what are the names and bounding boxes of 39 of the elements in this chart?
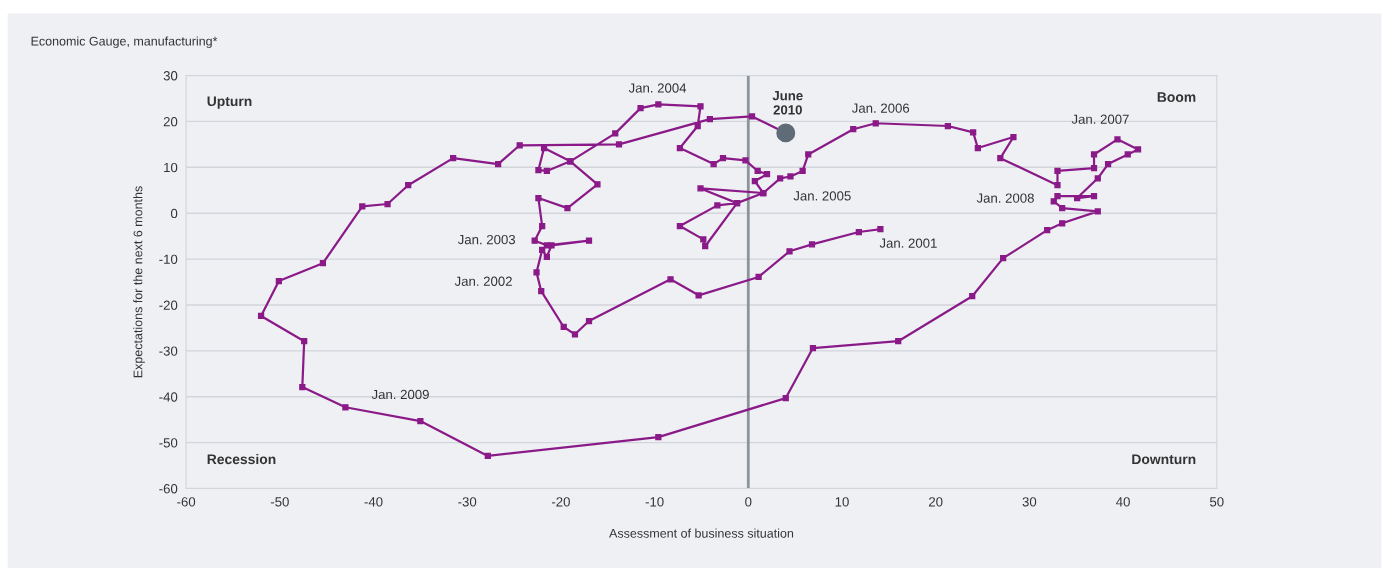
x-tick-label: -40: [364, 497, 383, 507]
y-tick-label: 0: [170, 208, 178, 219]
x-tick-label: -50: [270, 497, 289, 507]
x-tick-label: 0: [745, 497, 752, 507]
annotation: Recession: [207, 453, 276, 465]
x-tick-label: -30: [458, 497, 477, 507]
y-axis-title: Expectations for the next 6 months: [133, 186, 145, 378]
x-tick-label: -60: [177, 497, 196, 507]
annotation: Jan. 2001: [879, 238, 937, 248]
annotation: Jan. 2003: [457, 234, 516, 245]
x-tick-label: 50: [1209, 497, 1224, 507]
annotation: June 2010: [772, 91, 803, 115]
annotation: Jan. 2008: [976, 193, 1034, 203]
chart-title: Economic Gauge, manufacturing*: [31, 36, 218, 49]
annotation: Downturn: [1132, 454, 1196, 465]
x-axis-title: Assessment of business situation: [609, 528, 794, 538]
annotation: Boom: [1157, 92, 1196, 102]
annotation: Jan. 2004: [628, 83, 687, 93]
annotation: Jan. 2002: [454, 276, 512, 286]
y-tick-label: -20: [159, 300, 178, 310]
annotation: Jan. 2006: [851, 103, 910, 113]
y-tick-label: -40: [159, 392, 178, 402]
x-tick-label: -20: [551, 497, 570, 507]
y-tick-label: -10: [159, 254, 178, 264]
y-tick-label: 30: [163, 71, 178, 81]
x-tick-label: 10: [835, 497, 849, 507]
y-tick-label: -60: [159, 484, 178, 494]
x-tick-label: 40: [1116, 497, 1130, 507]
annotation: Jan. 2005: [793, 191, 851, 201]
x-tick-label: 30: [1022, 497, 1037, 507]
y-tick-label: -50: [159, 438, 178, 448]
x-tick-label: 20: [929, 497, 943, 507]
x-tick-label: -10: [645, 497, 664, 507]
annotation: Jan. 2007: [1071, 114, 1129, 124]
y-tick-label: -30: [159, 346, 178, 356]
y-tick-label: 20: [163, 116, 178, 127]
y-tick-label: 10: [164, 162, 178, 173]
annotation: Upturn: [207, 96, 252, 109]
annotation: Jan. 2009: [371, 389, 429, 400]
